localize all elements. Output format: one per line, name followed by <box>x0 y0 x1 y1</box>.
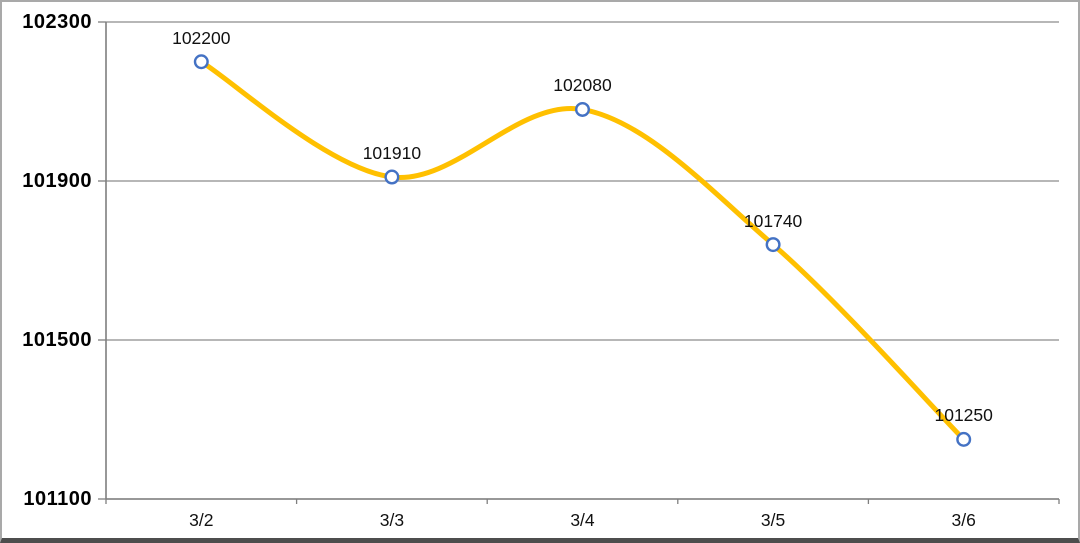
x-axis-category-label: 3/3 <box>379 510 405 530</box>
data-point-marker <box>193 54 209 70</box>
data-point-label: 101910 <box>362 143 422 164</box>
y-axis-tick-label: 101900 <box>22 170 92 192</box>
data-point-label: 102200 <box>172 27 231 48</box>
x-axis-category-label: 3/4 <box>570 510 595 530</box>
x-axis-category-label: 3/5 <box>760 510 786 530</box>
data-point-label: 101250 <box>934 405 993 426</box>
data-point-marker <box>765 237 781 253</box>
data-point-label: 101740 <box>743 210 803 231</box>
series-line <box>198 59 967 442</box>
data-point-marker <box>956 431 972 447</box>
y-axis-tick-label: 102300 <box>22 11 92 33</box>
data-point-marker <box>575 101 591 117</box>
y-axis-tick-label: 101100 <box>23 488 92 510</box>
data-point-label: 102080 <box>553 75 612 96</box>
x-axis-category-label: 3/2 <box>189 510 214 530</box>
y-axis-tick-label: 101500 <box>22 329 92 351</box>
x-axis-category-label: 3/6 <box>951 510 976 530</box>
data-point-marker <box>384 169 400 185</box>
